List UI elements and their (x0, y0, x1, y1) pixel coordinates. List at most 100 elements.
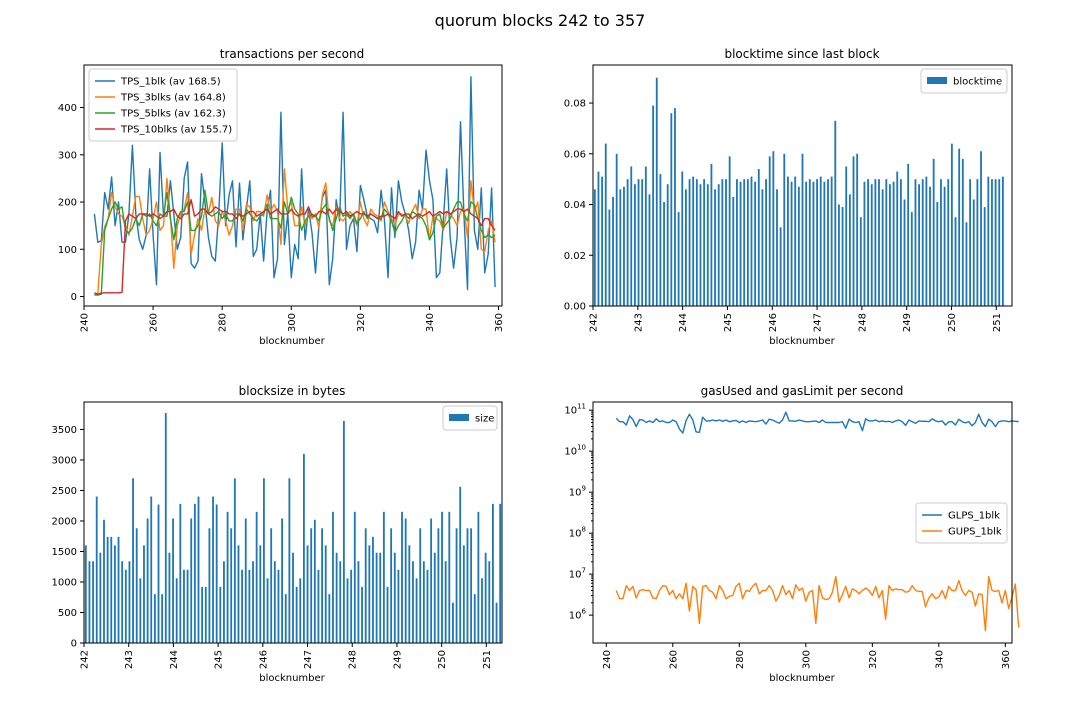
bar (881, 189, 884, 306)
bar (681, 171, 684, 306)
x-tick-label: 243 (124, 650, 135, 669)
panel-title: blocksize in bytes (239, 384, 346, 398)
bar (106, 536, 109, 643)
bar (608, 209, 611, 306)
y-tick-label: 107 (569, 567, 586, 581)
bar (867, 179, 869, 306)
legend-label: blocktime (953, 77, 1002, 88)
bar (335, 552, 338, 643)
bar (172, 518, 174, 643)
x-tick-label: 240 (602, 650, 613, 669)
bar (732, 196, 735, 306)
legend-box (88, 68, 238, 142)
x-tick-label: 240 (80, 313, 91, 332)
bar (987, 176, 990, 306)
bar (750, 176, 753, 306)
bar (277, 569, 280, 643)
bar (623, 186, 625, 306)
x-tick-label: 244 (678, 313, 689, 332)
x-tick-label: 260 (149, 313, 160, 332)
axes-frame (83, 401, 503, 644)
panel-title: gasUsed and gasLimit per second (701, 384, 904, 398)
bar (797, 186, 800, 306)
bar (827, 179, 829, 306)
bar (878, 179, 880, 306)
y-tick-label: 200 (58, 198, 77, 209)
bar (248, 569, 251, 643)
bar (940, 179, 942, 306)
x-tick-label: 280 (735, 650, 746, 669)
bar (237, 545, 240, 643)
x-axis-label: blocknumber (769, 673, 835, 684)
bar (947, 179, 950, 306)
bar (998, 179, 1001, 306)
bar (692, 176, 695, 306)
bar (714, 189, 716, 306)
x-tick-label: 251 (992, 313, 1003, 332)
bar (364, 528, 367, 643)
x-tick-label: 247 (303, 650, 314, 669)
bar (390, 528, 393, 643)
legend-label: size (475, 414, 494, 425)
bar (168, 552, 171, 643)
bar (292, 552, 294, 643)
bar (353, 511, 356, 643)
bar (408, 545, 411, 643)
x-tick-label: 245 (723, 313, 734, 332)
bar (706, 184, 709, 306)
bar (386, 586, 389, 643)
bar (299, 578, 302, 643)
bar (244, 518, 247, 643)
series-line (615, 575, 1020, 632)
y-tick-label: 0 (71, 639, 77, 650)
bar (892, 181, 895, 306)
bar (84, 545, 87, 643)
bar (495, 602, 498, 643)
x-tick-label: 244 (169, 650, 180, 669)
bar (350, 569, 353, 643)
bar (444, 561, 447, 643)
x-axis-label: blocknumber (259, 673, 325, 684)
bar (488, 561, 491, 643)
bar (637, 179, 640, 306)
bar (670, 113, 673, 306)
axes-frame (83, 64, 503, 307)
y-tick-exponent: 9 (582, 485, 586, 493)
bar (143, 545, 145, 643)
y-tick-label: 106 (569, 608, 587, 622)
x-tick-label: 360 (1001, 650, 1012, 669)
bar (736, 179, 738, 306)
bar (834, 120, 837, 306)
bar (601, 176, 604, 306)
y-tick-label: 100 (58, 245, 77, 256)
bar (121, 561, 124, 643)
bar (303, 453, 305, 643)
bar (823, 181, 826, 306)
legend-box (915, 502, 1008, 544)
y-tick-label: 3500 (52, 425, 77, 436)
bar (830, 176, 833, 306)
bar (437, 528, 440, 643)
x-tick-label: 242 (80, 650, 91, 669)
y-tick-exponent: 6 (582, 608, 587, 616)
bar (412, 561, 414, 643)
bar (212, 496, 214, 643)
bar (914, 179, 917, 306)
bar (484, 552, 487, 643)
bar (208, 528, 211, 643)
x-tick-label: 250 (437, 650, 448, 669)
bar (790, 181, 793, 306)
legend-box (442, 405, 498, 431)
bar (648, 194, 651, 306)
bar (677, 212, 680, 306)
bar (936, 201, 939, 306)
bar (201, 586, 204, 643)
legend-label: GLPS_1blk (948, 511, 1000, 522)
series-line (94, 189, 496, 296)
bar (317, 569, 320, 643)
bar (99, 552, 102, 643)
bar (103, 519, 105, 643)
panel-transactions-per-second: transactions per second 0 100 200 300 400 240… (58, 47, 505, 347)
bar (95, 496, 98, 643)
